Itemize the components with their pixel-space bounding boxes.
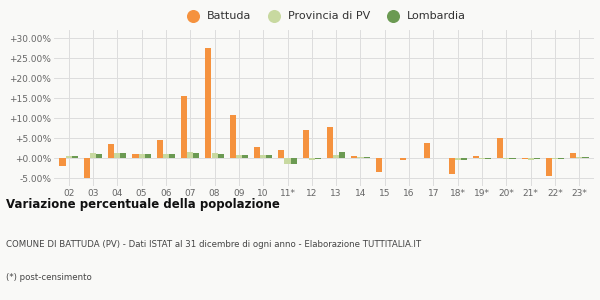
- Bar: [497, 138, 503, 158]
- Bar: [352, 156, 358, 158]
- Bar: [218, 154, 224, 158]
- Bar: [205, 48, 211, 158]
- Bar: [358, 157, 364, 158]
- Bar: [577, 157, 583, 158]
- Bar: [212, 153, 218, 158]
- Bar: [424, 143, 430, 158]
- Bar: [449, 158, 455, 174]
- Bar: [120, 153, 127, 158]
- Bar: [558, 158, 564, 159]
- Bar: [376, 158, 382, 172]
- Bar: [333, 155, 339, 158]
- Bar: [461, 158, 467, 160]
- Bar: [400, 158, 406, 160]
- Legend: Battuda, Provincia di PV, Lombardia: Battuda, Provincia di PV, Lombardia: [182, 11, 466, 21]
- Bar: [114, 153, 120, 158]
- Bar: [303, 130, 309, 158]
- Bar: [534, 158, 540, 159]
- Bar: [139, 154, 145, 158]
- Bar: [71, 156, 78, 158]
- Text: Variazione percentuale della popolazione: Variazione percentuale della popolazione: [6, 198, 280, 211]
- Bar: [509, 158, 515, 159]
- Bar: [479, 158, 485, 159]
- Bar: [327, 127, 333, 158]
- Bar: [284, 158, 290, 164]
- Bar: [193, 153, 199, 158]
- Bar: [84, 158, 90, 178]
- Bar: [473, 156, 479, 158]
- Bar: [236, 155, 242, 158]
- Bar: [583, 157, 589, 158]
- Bar: [145, 154, 151, 158]
- Bar: [528, 158, 534, 160]
- Bar: [181, 96, 187, 158]
- Bar: [455, 158, 461, 160]
- Bar: [315, 158, 321, 159]
- Bar: [278, 150, 284, 158]
- Bar: [552, 158, 558, 159]
- Bar: [133, 154, 139, 158]
- Bar: [503, 158, 509, 159]
- Bar: [254, 147, 260, 158]
- Bar: [290, 158, 296, 164]
- Bar: [157, 140, 163, 158]
- Bar: [242, 155, 248, 158]
- Bar: [230, 115, 236, 158]
- Bar: [65, 156, 71, 158]
- Bar: [169, 154, 175, 158]
- Bar: [266, 155, 272, 158]
- Bar: [260, 155, 266, 158]
- Bar: [339, 152, 345, 158]
- Bar: [187, 152, 193, 158]
- Text: (*) post-censimento: (*) post-censimento: [6, 273, 92, 282]
- Bar: [570, 153, 577, 158]
- Bar: [163, 154, 169, 158]
- Bar: [90, 153, 96, 158]
- Bar: [546, 158, 552, 176]
- Bar: [108, 144, 114, 158]
- Bar: [309, 158, 315, 160]
- Bar: [96, 154, 102, 158]
- Bar: [485, 158, 491, 159]
- Bar: [364, 157, 370, 158]
- Bar: [521, 158, 528, 159]
- Text: COMUNE DI BATTUDA (PV) - Dati ISTAT al 31 dicembre di ogni anno - Elaborazione T: COMUNE DI BATTUDA (PV) - Dati ISTAT al 3…: [6, 240, 421, 249]
- Bar: [59, 158, 65, 166]
